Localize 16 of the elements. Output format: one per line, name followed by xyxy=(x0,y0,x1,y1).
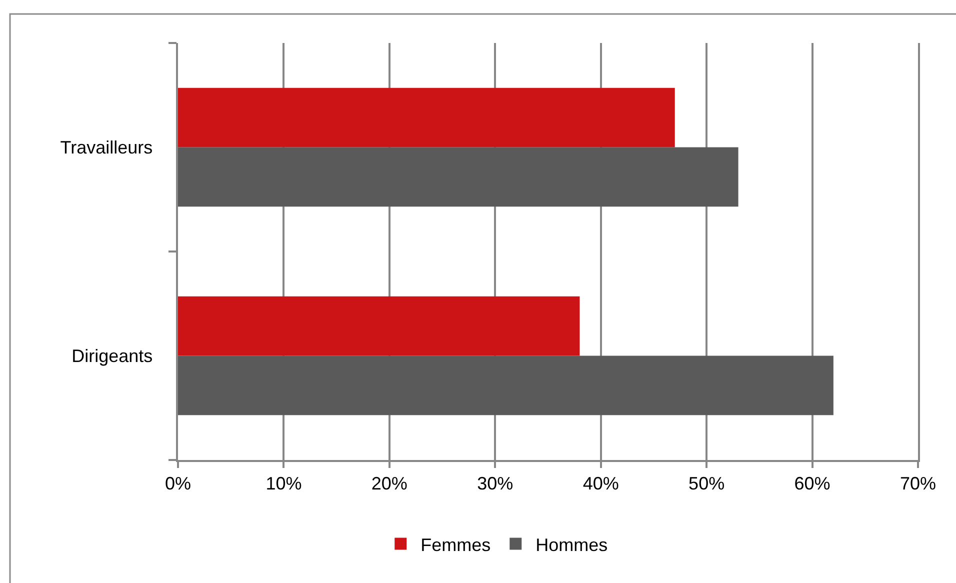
x-tick-label: 20% xyxy=(371,473,408,494)
x-tick-label: 60% xyxy=(794,473,830,494)
legend-label: Femmes xyxy=(420,534,491,555)
y-tick-label: Dirigeants xyxy=(72,346,153,366)
x-tick-label: 0% xyxy=(164,473,192,494)
bar xyxy=(178,296,580,356)
y-tick-label: Travailleurs xyxy=(60,138,153,158)
x-tick-label: 50% xyxy=(688,473,725,494)
x-tick-label: 40% xyxy=(582,473,619,494)
x-tick-label: 70% xyxy=(900,473,936,494)
bar xyxy=(178,147,738,207)
x-tick-label: 10% xyxy=(266,473,302,494)
bar xyxy=(178,356,834,416)
x-tick-label: 30% xyxy=(477,473,514,494)
legend-label: Hommes xyxy=(536,534,608,555)
bar xyxy=(178,88,675,148)
